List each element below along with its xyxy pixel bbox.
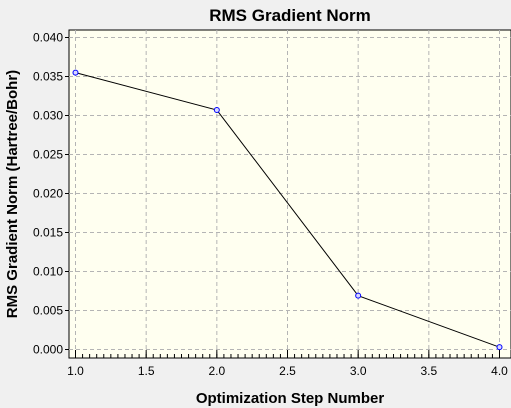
y-tick-label: 0.010 — [33, 265, 63, 279]
y-tick-label: 0.000 — [33, 343, 63, 357]
x-tick-label: 3.5 — [420, 364, 437, 378]
x-tick-label: 2.0 — [208, 364, 225, 378]
x-tick-label: 4.0 — [491, 364, 508, 378]
y-tick-label: 0.025 — [33, 148, 63, 162]
x-tick-label: 2.5 — [279, 364, 296, 378]
y-tick-label: 0.005 — [33, 304, 63, 318]
y-axis-label: RMS Gradient Norm (Hartree/Bohr) — [4, 70, 21, 318]
grid — [69, 30, 511, 358]
y-tick-label: 0.015 — [33, 226, 63, 240]
x-tick-label: 3.0 — [350, 364, 367, 378]
x-axis-label: Optimization Step Number — [196, 390, 385, 407]
y-tick-label: 0.035 — [33, 70, 63, 84]
data-point — [496, 344, 503, 351]
x-tick-label: 1.5 — [138, 364, 155, 378]
data-point — [213, 107, 220, 114]
chart-title: RMS Gradient Norm — [209, 6, 371, 25]
data-series — [72, 69, 503, 351]
x-axis: 1.0 1.5 2.0 2.5 3.0 3.5 4.0 — [67, 350, 508, 378]
y-tick-label: 0.030 — [33, 109, 63, 123]
y-axis: 0.000 0.005 0.010 0.015 0.020 0.025 0.030 0.035… — [33, 31, 69, 357]
data-point — [72, 69, 79, 76]
data-point — [355, 292, 362, 299]
y-tick-label: 0.020 — [33, 187, 63, 201]
series-line — [75, 72, 500, 348]
y-tick-label: 0.040 — [33, 31, 63, 45]
x-tick-label: 1.0 — [67, 364, 84, 378]
